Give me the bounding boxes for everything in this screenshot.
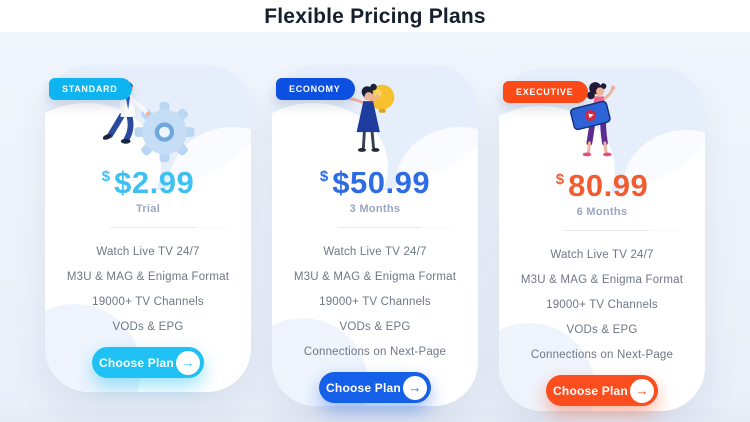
arrow-right-icon: → xyxy=(403,375,427,400)
feature-item: M3U & MAG & Enigma Format xyxy=(293,271,457,283)
feature-item: Watch Live TV 24/7 xyxy=(550,249,654,261)
currency-symbol: $ xyxy=(555,171,565,188)
page-header: Flexible Pricing Plans xyxy=(0,0,750,32)
feature-item: VODs & EPG xyxy=(566,324,638,336)
choose-plan-label: Choose Plan xyxy=(99,355,174,370)
plan-price: $ $2.99 xyxy=(45,165,251,201)
choose-plan-button[interactable]: Choose Plan → xyxy=(319,372,431,403)
choose-plan-button[interactable]: Choose Plan → xyxy=(546,375,658,406)
price-amount: 80.99 xyxy=(568,168,649,203)
plan-price: $ $50.99 xyxy=(272,165,478,201)
arrow-right-icon: → xyxy=(176,350,200,375)
feature-item: VODs & EPG xyxy=(112,321,184,333)
plan-badge: STANDARD xyxy=(49,78,133,100)
currency-symbol: $ xyxy=(319,168,329,185)
currency-symbol: $ xyxy=(101,168,111,185)
plan-badge: ECONOMY xyxy=(276,78,356,100)
feature-item: M3U & MAG & Enigma Format xyxy=(66,271,230,283)
feature-item: Connections on Next-Page xyxy=(303,346,447,358)
plan-price: $80.99 xyxy=(499,168,705,204)
pricing-card-executive: EXECUTIVE xyxy=(499,68,705,411)
plan-badge: EXECUTIVE xyxy=(503,81,589,103)
divider xyxy=(69,227,227,228)
feature-item: M3U & MAG & Enigma Format xyxy=(520,274,684,286)
feature-list: Watch Live TV 24/7 M3U & MAG & Enigma Fo… xyxy=(499,237,705,362)
feature-item: VODs & EPG xyxy=(339,321,411,333)
feature-list: Watch Live TV 24/7 M3U & MAG & Enigma Fo… xyxy=(45,234,251,334)
feature-list: Watch Live TV 24/7 M3U & MAG & Enigma Fo… xyxy=(272,234,478,359)
feature-item: Watch Live TV 24/7 xyxy=(323,246,427,258)
bottom-strip xyxy=(0,409,750,422)
feature-item: 19000+ TV Channels xyxy=(319,296,431,308)
feature-item: 19000+ TV Channels xyxy=(546,299,658,311)
choose-plan-label: Choose Plan xyxy=(326,380,401,395)
page-title: Flexible Pricing Plans xyxy=(264,5,486,28)
feature-item: 19000+ TV Channels xyxy=(92,296,204,308)
feature-item: Watch Live TV 24/7 xyxy=(96,246,200,258)
divider xyxy=(523,230,681,231)
price-amount: $2.99 xyxy=(114,165,195,200)
plan-period: 3 Months xyxy=(349,203,401,215)
feature-item: Connections on Next-Page xyxy=(530,349,674,361)
choose-plan-label: Choose Plan xyxy=(553,383,628,398)
plan-period: 6 Months xyxy=(576,206,628,218)
pricing-card-standard: STANDARD xyxy=(45,65,251,392)
plan-period: Trial xyxy=(135,203,161,215)
arrow-right-icon: → xyxy=(630,378,654,403)
pricing-plans-section: STANDARD xyxy=(0,32,750,422)
divider xyxy=(296,227,454,228)
price-amount: $50.99 xyxy=(332,165,431,200)
pricing-card-economy: ECONOMY xyxy=(272,65,478,406)
choose-plan-button[interactable]: Choose Plan → xyxy=(92,347,204,378)
